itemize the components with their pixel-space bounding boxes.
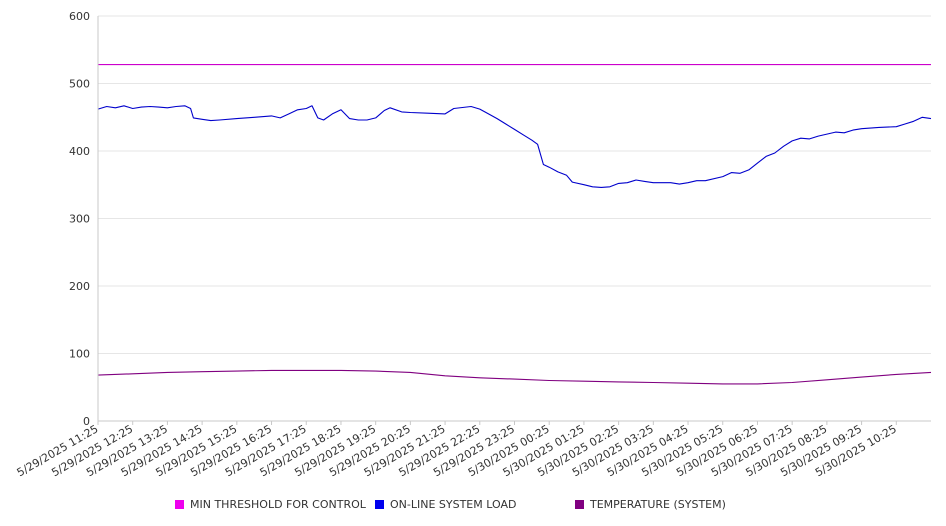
y-tick-label: 300 [69,213,90,226]
legend-item-temperature: TEMPERATURE (SYSTEM) [575,498,726,512]
legend-label-temperature: TEMPERATURE (SYSTEM) [590,498,726,511]
legend-item-system-load: ON-LINE SYSTEM LOAD [375,498,516,512]
legend-label-system-load: ON-LINE SYSTEM LOAD [390,498,517,511]
legend-item-min-threshold: MIN THRESHOLD FOR CONTROL [175,498,366,512]
y-axis-tick-labels: 0 100 200 300 400 500 600 [69,10,90,428]
y-tick-label: 100 [69,348,90,361]
series-lines [97,64,932,385]
y-tick-label: 500 [69,78,90,91]
y-tick-label: 600 [69,10,90,23]
y-tick-label: 0 [83,415,90,428]
y-tick-label: 400 [69,145,90,158]
legend-label-min-threshold: MIN THRESHOLD FOR CONTROL [190,498,366,511]
legend-swatch-min-threshold [175,500,184,509]
y-tick-label: 200 [69,280,90,293]
grid-lines [98,15,931,354]
series-line-temperature [97,369,932,385]
x-axis-tick-labels: 5/29/2025 11:255/29/2025 12:255/29/2025 … [15,421,899,479]
series-line-system-load [97,105,932,188]
legend-swatch-system-load [375,500,384,509]
legend-swatch-temperature [575,500,584,509]
